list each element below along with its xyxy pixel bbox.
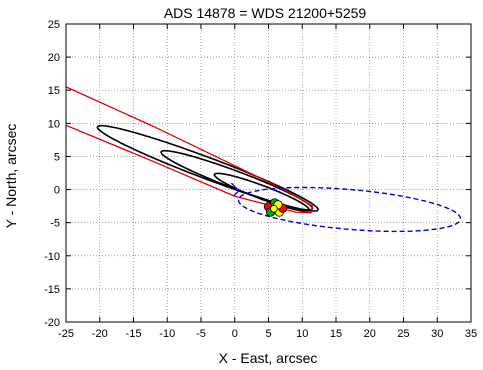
x-tick-label: 20	[364, 328, 376, 340]
x-tick-label: 10	[296, 328, 308, 340]
x-axis: -25 -20 -15 -10 -5 0 5 10 15 20 25 30 35	[58, 24, 477, 340]
y-axis-label: Y - North, arcsec	[3, 124, 19, 229]
x-tick-label: 5	[265, 328, 271, 340]
plot-frame	[65, 23, 472, 323]
x-tick-label: -20	[92, 328, 108, 340]
orbit-ellipse-0	[96, 124, 319, 212]
x-tick-label: 0	[232, 328, 238, 340]
x-tick-label: 35	[465, 328, 477, 340]
x-axis-label: X - East, arcsec	[219, 350, 318, 366]
y-tick-label: 0	[54, 185, 60, 197]
y-tick-label: 25	[48, 19, 60, 31]
y-tick-label: 15	[48, 85, 60, 97]
x-tick-label: -5	[196, 328, 206, 340]
y-tick-label: 10	[48, 118, 60, 130]
y-tick-label: -20	[44, 317, 60, 329]
x-tick-label: 15	[330, 328, 342, 340]
primary-star-marker	[270, 204, 278, 213]
y-tick-label: 20	[48, 52, 60, 64]
x-tick-label: 30	[431, 328, 443, 340]
y-tick-label: 5	[54, 151, 60, 163]
orbit-red-envelope	[66, 86, 314, 214]
y-tick-label: -10	[44, 251, 60, 263]
chart-title: ADS 14878 = WDS 21200+5259	[164, 5, 367, 21]
grid	[65, 23, 472, 323]
x-tick-label: -15	[126, 328, 142, 340]
x-tick-label: -10	[159, 328, 175, 340]
y-tick-label: -5	[50, 218, 60, 230]
orbit-dashed-blue	[237, 186, 462, 233]
x-tick-label: -25	[58, 328, 74, 340]
orbit-ellipse-1	[160, 149, 314, 211]
y-tick-label: -15	[44, 284, 60, 296]
y-axis: -20 -15 -10 -5 0 5 10 15 20 25	[44, 19, 471, 329]
plot-area	[66, 86, 462, 233]
x-tick-label: 25	[397, 328, 409, 340]
periastron-arrow	[230, 182, 240, 197]
